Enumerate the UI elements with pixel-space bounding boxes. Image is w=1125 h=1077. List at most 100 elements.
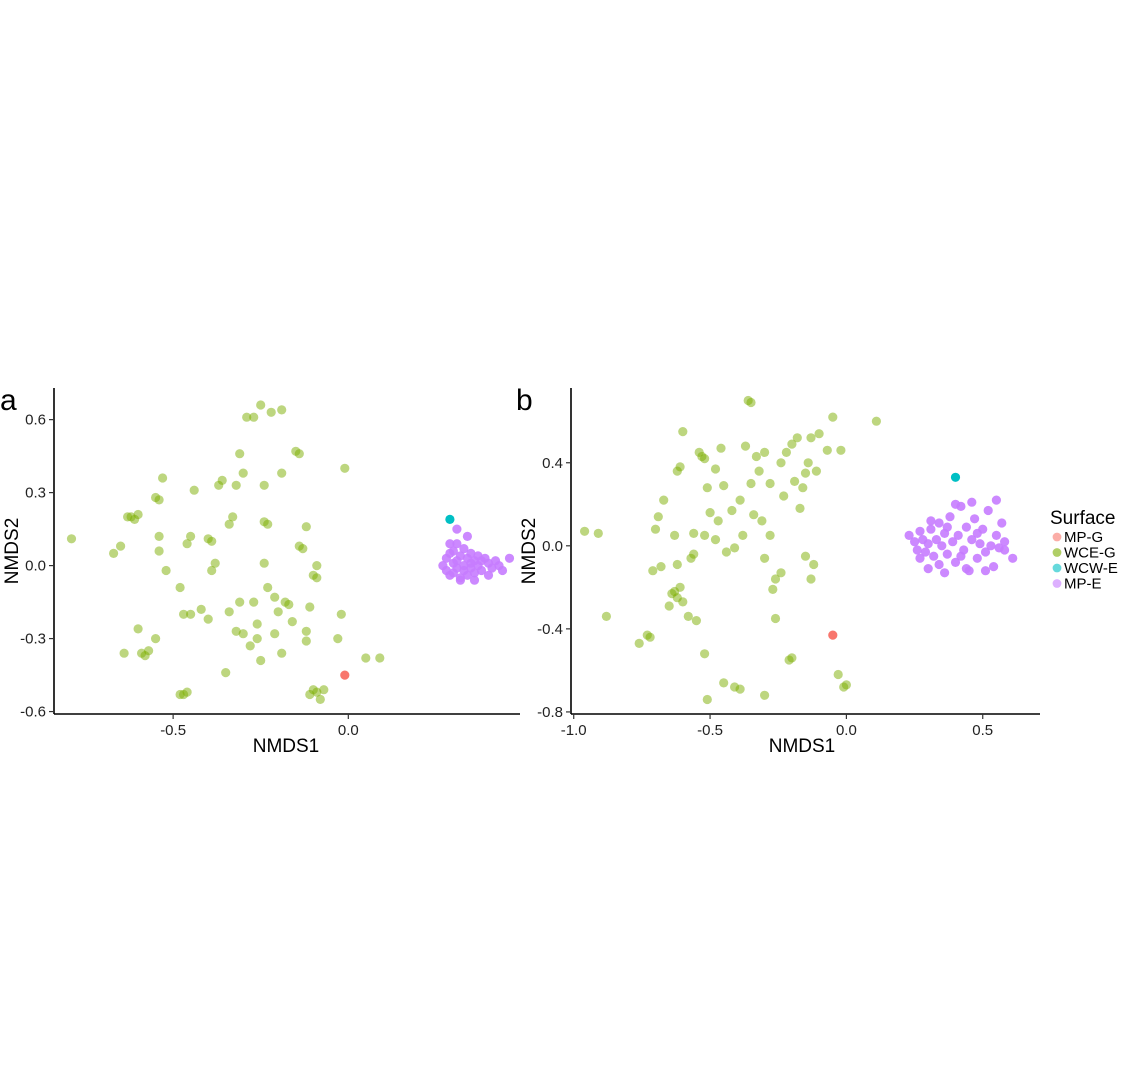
data-point (828, 412, 838, 422)
series-wcw-e (950, 472, 961, 482)
data-point (738, 530, 748, 541)
data-point (950, 557, 961, 568)
y-axis-title: NMDS2 (519, 518, 540, 585)
data-point (186, 531, 196, 542)
data-point (910, 537, 920, 547)
x-tick-label: -1.0 (561, 722, 587, 739)
data-point (678, 427, 688, 437)
data-point (740, 441, 751, 451)
data-point (340, 463, 350, 473)
data-point (787, 653, 797, 663)
legend-label: WCW-E (1064, 560, 1118, 577)
data-point (294, 449, 304, 459)
y-tick-label: 0.0 (542, 538, 563, 555)
data-point (691, 616, 702, 626)
data-point (792, 433, 802, 443)
data-point (1008, 553, 1018, 563)
data-point (700, 530, 710, 541)
data-point (235, 597, 245, 607)
data-point (182, 687, 192, 697)
data-point (601, 611, 612, 622)
data-point (675, 582, 685, 592)
x-tick-label: -0.5 (160, 722, 186, 739)
legend-label: MP-G (1064, 529, 1103, 546)
data-point (702, 694, 712, 705)
data-point (945, 512, 955, 522)
data-point (926, 524, 936, 534)
data-point (277, 648, 287, 658)
data-point (700, 454, 710, 464)
legend-item: WCE-G (1052, 545, 1116, 562)
legend-swatch (1052, 579, 1062, 588)
data-point (760, 690, 770, 700)
data-point (242, 412, 252, 422)
data-point (231, 626, 241, 636)
data-point (956, 551, 966, 561)
data-point (754, 466, 764, 476)
data-point (871, 416, 882, 426)
panel-label: a (0, 384, 17, 417)
data-point (462, 531, 472, 542)
y-tick-label: 0.0 (25, 558, 46, 575)
data-point (730, 543, 740, 553)
data-point (950, 499, 961, 509)
data-point (989, 562, 999, 572)
data-point (273, 607, 283, 617)
data-point (735, 495, 745, 505)
data-point (186, 609, 196, 619)
data-point (781, 447, 792, 457)
data-point (915, 553, 925, 563)
data-point (154, 531, 164, 542)
data-point (670, 530, 680, 541)
data-point (735, 684, 745, 694)
data-point (266, 407, 276, 417)
data-point (659, 495, 669, 505)
data-point (245, 641, 255, 651)
data-point (116, 541, 126, 551)
data-point (1000, 545, 1010, 555)
data-point (459, 544, 469, 554)
data-point (648, 566, 658, 576)
data-point (452, 524, 462, 534)
data-point (375, 653, 385, 663)
data-point (154, 495, 164, 505)
series-mp-e (904, 495, 1018, 578)
data-point (315, 694, 325, 705)
data-point (452, 563, 462, 573)
data-point (934, 559, 944, 570)
data-point (811, 466, 822, 476)
data-point (672, 559, 682, 570)
data-point (678, 597, 688, 607)
data-point (249, 412, 259, 422)
data-point (915, 526, 925, 536)
data-point (937, 541, 947, 551)
data-point (221, 668, 231, 678)
data-point (263, 582, 273, 593)
data-point (333, 634, 343, 644)
legend-label: WCE-G (1064, 545, 1116, 562)
data-point (203, 614, 213, 624)
data-point (664, 601, 674, 611)
data-point (653, 512, 663, 522)
data-point (841, 680, 852, 690)
data-point (749, 510, 759, 520)
panel-a: a -0.5 0.0 -0.6 -0.3 0.0 0.3 0.6 NMDS1 NMDS2 (0, 384, 520, 757)
data-point (972, 553, 982, 563)
data-point (672, 466, 682, 476)
data-point (926, 516, 936, 526)
data-point (798, 483, 808, 493)
data-point (983, 505, 993, 516)
data-point (751, 451, 762, 462)
series-mp-g (340, 670, 350, 680)
data-point (828, 630, 838, 640)
data-point (301, 636, 311, 646)
data-point (920, 547, 931, 557)
data-point (252, 634, 262, 644)
data-point (787, 439, 797, 449)
data-point (975, 539, 985, 549)
data-point (319, 685, 329, 695)
data-point (656, 562, 666, 572)
data-point (312, 573, 322, 583)
data-point (800, 551, 811, 561)
data-point (719, 678, 729, 688)
